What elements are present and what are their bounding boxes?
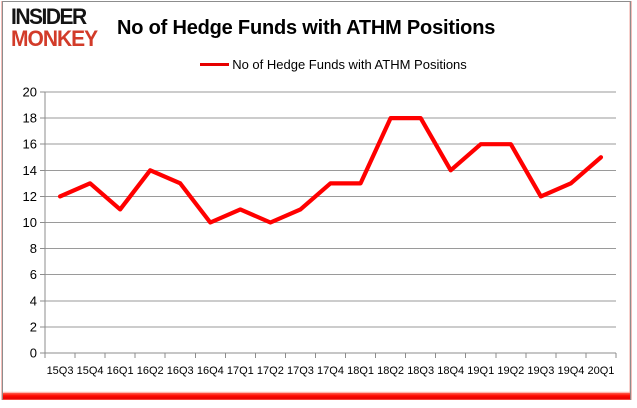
footer-red-bar [3,393,630,400]
y-axis-label: 6 [30,267,37,282]
y-axis-label: 2 [30,319,37,334]
legend-line-swatch [200,63,230,66]
y-axis-label: 20 [23,85,37,100]
legend: No of Hedge Funds with ATHM Positions [48,57,619,72]
x-axis-label: 20Q1 [588,365,615,377]
x-axis-label: 16Q3 [167,365,194,377]
legend-label: No of Hedge Funds with ATHM Positions [232,57,467,72]
y-axis-label: 4 [30,293,37,308]
y-axis-label: 18 [23,111,37,126]
y-axis-label: 8 [30,241,37,256]
x-axis-label: 18Q4 [437,365,464,377]
logo-text-insider: INSIDER [11,4,87,30]
x-axis-label: 17Q1 [227,365,254,377]
y-axis-label: 16 [23,137,37,152]
x-axis-label: 17Q4 [317,365,344,377]
y-axis-label: 10 [23,215,37,230]
x-axis-label: 18Q2 [377,365,404,377]
x-axis-label: 16Q1 [107,365,134,377]
y-axis-label: 14 [23,163,37,178]
x-axis-label: 19Q4 [557,365,584,377]
x-axis-label: 19Q3 [527,365,554,377]
chart-title: No of Hedge Funds with ATHM Positions [117,17,496,39]
x-axis-label: 19Q2 [497,365,524,377]
x-axis-label: 15Q4 [77,365,104,377]
x-axis-label: 16Q4 [197,365,224,377]
logo-text-monkey: MONKEY [11,26,98,52]
x-axis-label: 16Q2 [137,365,164,377]
x-axis-label: 19Q1 [467,365,494,377]
x-axis-label: 17Q2 [257,365,284,377]
x-axis-label: 17Q3 [287,365,314,377]
x-axis-label: 15Q3 [47,365,74,377]
y-axis-label: 12 [23,189,37,204]
series-line [57,115,604,225]
x-axis-label: 18Q1 [347,365,374,377]
y-axis-label: 0 [30,346,37,361]
x-axis-label: 18Q3 [407,365,434,377]
insider-monkey-logo: INSIDER MONKEY [11,4,98,52]
